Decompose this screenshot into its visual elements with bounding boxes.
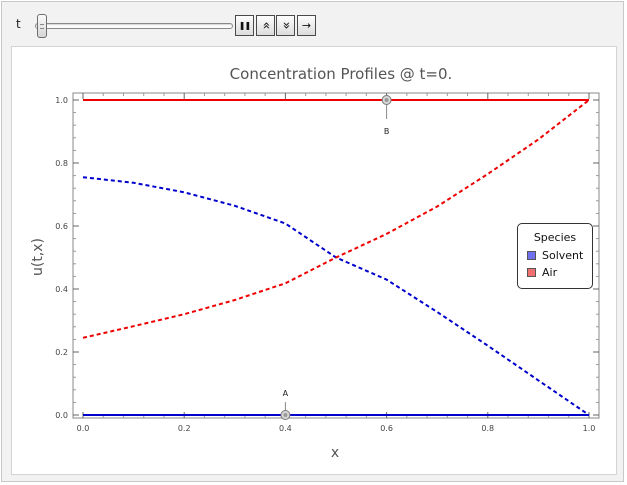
legend-entry-solvent: Solvent	[527, 249, 583, 262]
slower-button[interactable]: »	[276, 15, 295, 36]
series-line-3	[82, 99, 590, 339]
chart-title: Concentration Profiles @ t=0.	[230, 65, 453, 83]
marker-dot-B	[384, 98, 389, 102]
t-slider-thumb[interactable]	[37, 14, 47, 38]
control-bar: t ❚❚ « » →	[2, 2, 623, 46]
pause-button[interactable]: ❚❚	[235, 15, 254, 36]
plot-panel: Concentration Profiles @ t=0. x u(t,x) 0.0 0…	[11, 46, 617, 475]
y-tick-label: 0.2	[55, 348, 68, 357]
y-axis-label: u(t,x)	[30, 238, 46, 276]
x-tick-label: 0.4	[279, 424, 292, 433]
x-tick-label: 0.2	[178, 424, 191, 433]
x-tick-label: 0.6	[380, 424, 393, 433]
x-tick-label: 1.0	[583, 424, 596, 433]
slider-label: t	[16, 17, 21, 31]
double-chevron-up-icon: «	[258, 21, 273, 30]
y-tick-label: 0.6	[55, 222, 68, 231]
chart-svg: Concentration Profiles @ t=0. x u(t,x) 0.0 0…	[30, 65, 600, 461]
legend-label-solvent: Solvent	[542, 249, 584, 262]
legend-entry-air: Air	[527, 266, 557, 279]
x-tick-label: 0.0	[77, 424, 90, 433]
y-tick-label: 0.0	[55, 411, 68, 420]
right-arrow-icon: →	[301, 19, 312, 32]
legend-swatch-air	[527, 268, 536, 277]
y-tick-label: 1.0	[55, 96, 68, 105]
marker-label-A: A	[283, 389, 289, 398]
legend-swatch-solvent	[527, 251, 536, 260]
legend-title: Species	[533, 231, 577, 244]
legend: Species Solvent Air	[517, 223, 593, 289]
x-tick-label: 0.8	[481, 424, 494, 433]
double-chevron-down-icon: »	[278, 21, 293, 30]
pause-icon: ❚❚	[238, 20, 251, 30]
y-tick-label: 0.4	[55, 285, 68, 294]
marker-label-B: B	[384, 127, 390, 136]
plot-frame	[72, 92, 600, 419]
direction-button[interactable]: →	[297, 15, 316, 36]
marker-dot-A	[283, 413, 288, 417]
x-axis-label: x	[331, 445, 339, 461]
faster-button[interactable]: «	[256, 15, 275, 36]
t-slider-track[interactable]	[35, 23, 233, 29]
series-line-2	[82, 176, 590, 416]
y-tick-label: 0.8	[55, 159, 68, 168]
legend-label-air: Air	[542, 266, 558, 279]
